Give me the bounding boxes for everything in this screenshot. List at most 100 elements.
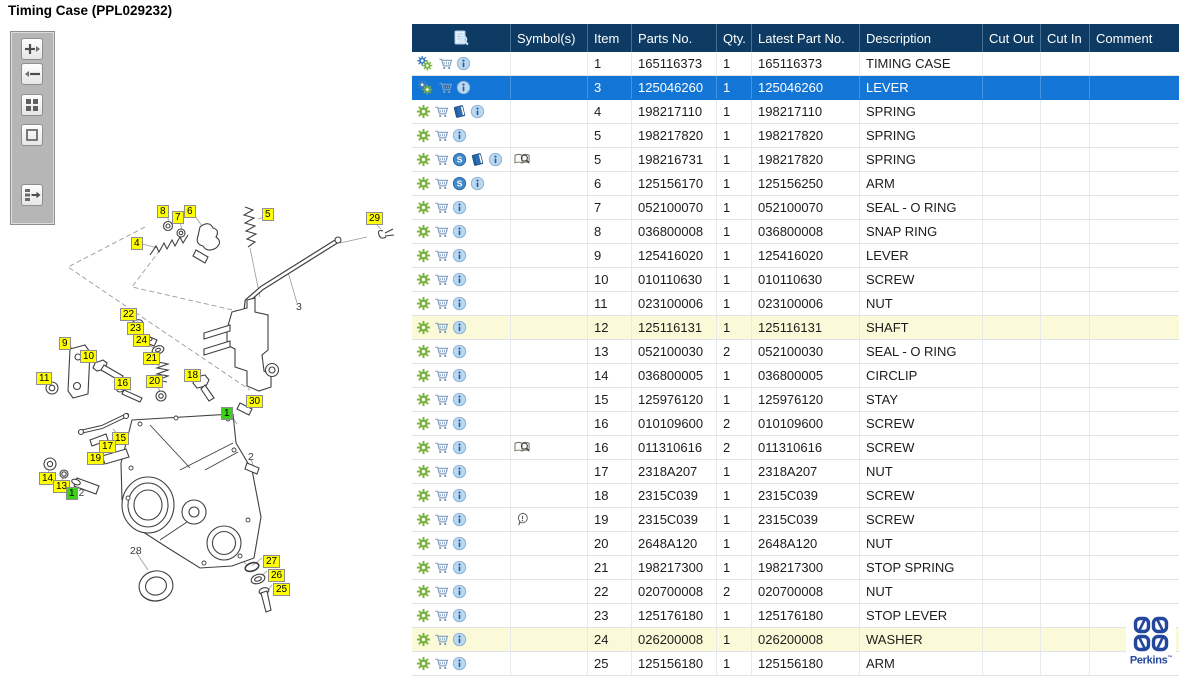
table-row[interactable]: 10 010110630 1 010110630 SCREW [412, 268, 1179, 292]
info-icon[interactable] [470, 176, 485, 191]
document-magnifier-icon[interactable] [452, 29, 470, 47]
diagram-callout-2[interactable]: 2 [248, 451, 254, 463]
table-row[interactable]: S 6 125156170 1 125156250 ARM [412, 172, 1179, 196]
cart-icon[interactable] [434, 656, 449, 671]
info-icon[interactable] [452, 416, 467, 431]
gear-icon[interactable] [416, 392, 431, 407]
info-icon[interactable] [456, 56, 471, 71]
diagram-callout-22[interactable]: 22 [120, 308, 138, 321]
table-row[interactable]: 24 026200008 1 026200008 WASHER [412, 628, 1179, 652]
supersession-icon[interactable]: S [452, 176, 467, 191]
gear-icon[interactable] [416, 176, 431, 191]
cart-icon[interactable] [434, 272, 449, 287]
gear-icon[interactable] [416, 368, 431, 383]
info-icon[interactable] [452, 344, 467, 359]
table-row[interactable]: 9 125416020 1 125416020 LEVER [412, 244, 1179, 268]
diagram-callout-3[interactable]: 3 [296, 301, 302, 313]
diagram-callout-11[interactable]: 11 [36, 372, 53, 385]
table-row[interactable]: 19 2315C039 1 2315C039 SCREW [412, 508, 1179, 532]
info-icon[interactable] [456, 80, 471, 95]
gear-icon[interactable] [416, 488, 431, 503]
table-row[interactable]: 3 125046260 1 125046260 LEVER [412, 76, 1179, 100]
info-icon[interactable] [452, 248, 467, 263]
diagram-callout-18[interactable]: 18 [184, 369, 202, 382]
cart-icon[interactable] [438, 80, 453, 95]
cart-icon[interactable] [434, 104, 449, 119]
gear-icon[interactable] [416, 200, 431, 215]
info-icon[interactable] [452, 632, 467, 647]
table-row[interactable]: 17 2318A207 1 2318A207 NUT [412, 460, 1179, 484]
supersession-icon[interactable]: S [452, 152, 467, 167]
book-icon[interactable] [452, 104, 467, 119]
table-row[interactable]: 5 198217820 1 198217820 SPRING [412, 124, 1179, 148]
table-row[interactable]: 25 125156180 1 125156180 ARM [412, 652, 1179, 676]
cart-icon[interactable] [434, 608, 449, 623]
diagram-callout-28[interactable]: 28 [130, 545, 142, 557]
table-row[interactable]: 4 198217110 1 198217110 SPRING [412, 100, 1179, 124]
table-row[interactable]: 14 036800005 1 036800005 CIRCLIP [412, 364, 1179, 388]
info-icon[interactable] [452, 272, 467, 287]
gear-icon[interactable] [416, 272, 431, 287]
diagram-callout-20[interactable]: 20 [146, 375, 164, 388]
cart-icon[interactable] [434, 440, 449, 455]
toggle-list-panel-button[interactable] [21, 184, 43, 206]
column-header-latest_part_no[interactable]: Latest Part No. [752, 24, 860, 52]
cart-icon[interactable] [434, 416, 449, 431]
column-header-comment[interactable]: Comment [1096, 30, 1153, 46]
table-row[interactable]: 13 052100030 2 052100030 SEAL - O RING [412, 340, 1179, 364]
diagram-callout-14[interactable]: 14 [39, 472, 57, 485]
diagram-callout-6[interactable]: 6 [184, 205, 196, 218]
note-balloon-icon[interactable] [514, 512, 531, 527]
table-row[interactable]: 18 2315C039 1 2315C039 SCREW [412, 484, 1179, 508]
diagram-callout-1[interactable]: 1 [221, 407, 233, 420]
diagram-callout-29[interactable]: 29 [366, 212, 384, 225]
table-row[interactable]: 11 023100006 1 023100006 NUT [412, 292, 1179, 316]
gear-icon[interactable] [416, 632, 431, 647]
info-icon[interactable] [452, 368, 467, 383]
gear-icon[interactable] [416, 320, 431, 335]
cart-icon[interactable] [434, 128, 449, 143]
table-row[interactable]: 16 010109600 2 010109600 SCREW [412, 412, 1179, 436]
gear-icon[interactable] [416, 128, 431, 143]
diagram-callout-19[interactable]: 19 [87, 452, 105, 465]
table-row[interactable]: 8 036800008 1 036800008 SNAP RING [412, 220, 1179, 244]
column-header-cut_out[interactable]: Cut Out [983, 24, 1041, 52]
gear-icon[interactable] [416, 440, 431, 455]
table-row[interactable]: 23 125176180 1 125176180 STOP LEVER [412, 604, 1179, 628]
column-header-symbols[interactable]: Symbol(s) [511, 24, 588, 52]
table-row[interactable]: 7 052100070 1 052100070 SEAL - O RING [412, 196, 1179, 220]
info-icon[interactable] [452, 560, 467, 575]
diagram-callout-24[interactable]: 24 [133, 334, 151, 347]
gear-icon[interactable] [416, 608, 431, 623]
diagram-callout-30[interactable]: 30 [246, 395, 264, 408]
table-row[interactable]: 21 198217300 1 198217300 STOP SPRING [412, 556, 1179, 580]
diagram-callout-10[interactable]: 10 [80, 350, 98, 363]
gear-icon[interactable] [416, 584, 431, 599]
book-icon[interactable] [470, 152, 485, 167]
column-header-description[interactable]: Description [860, 24, 983, 52]
diagram-callout-9[interactable]: 9 [59, 337, 71, 350]
diagram-callout-25[interactable]: 25 [273, 583, 291, 596]
cart-icon[interactable] [434, 512, 449, 527]
table-row[interactable]: 22 020700008 2 020700008 NUT [412, 580, 1179, 604]
table-row[interactable]: 16 011310616 2 011310616 SCREW [412, 436, 1179, 460]
gears-icon[interactable] [416, 80, 435, 95]
cart-icon[interactable] [434, 632, 449, 647]
info-icon[interactable] [452, 464, 467, 479]
info-icon[interactable] [452, 512, 467, 527]
cart-icon[interactable] [434, 296, 449, 311]
info-icon[interactable] [452, 440, 467, 455]
diagram-callout-7[interactable]: 7 [172, 211, 184, 224]
info-icon[interactable] [452, 200, 467, 215]
cart-icon[interactable] [434, 344, 449, 359]
gear-icon[interactable] [416, 104, 431, 119]
column-header-actions[interactable] [412, 24, 511, 52]
diagram-callout-5[interactable]: 5 [262, 208, 274, 221]
table-row[interactable]: S 5 198216731 1 198217820 SPRING [412, 148, 1179, 172]
diagram-callout-21[interactable]: 21 [143, 352, 161, 365]
cart-icon[interactable] [434, 176, 449, 191]
info-icon[interactable] [452, 536, 467, 551]
info-icon[interactable] [452, 488, 467, 503]
diagram-callout-27[interactable]: 27 [263, 555, 281, 568]
